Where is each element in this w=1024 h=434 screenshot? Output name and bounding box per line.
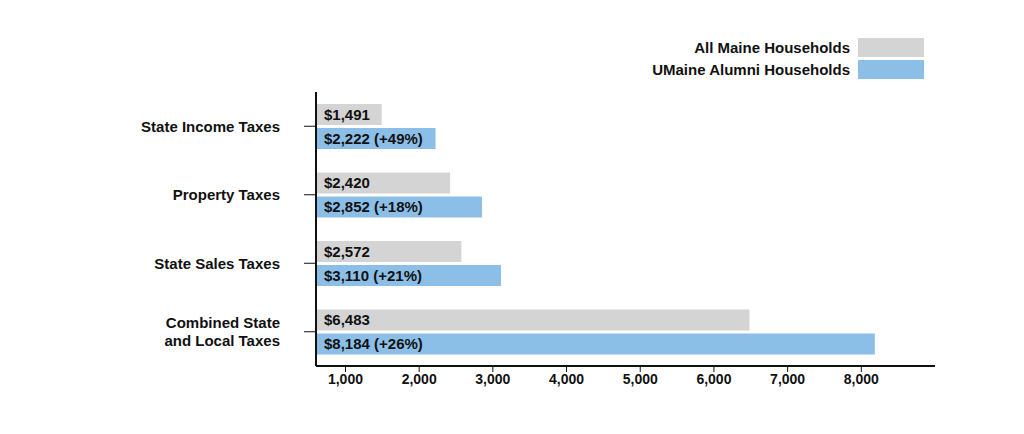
- html-text:UMaine Alumni Households: UMaine Alumni Households: [652, 60, 850, 78]
- svg-text:$2,420: $2,420: [324, 174, 370, 191]
- svg-text:State Income Taxes: State Income Taxes: [141, 118, 280, 135]
- svg-text:$3,110 (+21%): $3,110 (+21%): [324, 267, 422, 284]
- svg-text:$2,852 (+18%): $2,852 (+18%): [324, 198, 423, 215]
- svg-text:2,000: 2,000: [402, 371, 437, 387]
- svg-text:4,000: 4,000: [549, 371, 584, 387]
- svg-text:8,000: 8,000: [844, 371, 879, 387]
- svg-text:5,000: 5,000: [623, 371, 658, 387]
- svg-text:State Sales Taxes: State Sales Taxes: [154, 255, 280, 272]
- svg-text:3,000: 3,000: [475, 371, 510, 387]
- svg-text:7,000: 7,000: [770, 371, 805, 387]
- html-text:All Maine Households: All Maine Households: [694, 38, 850, 56]
- svg-text:$8,184 (+26%): $8,184 (+26%): [324, 335, 423, 352]
- svg-text:6,000: 6,000: [696, 371, 731, 387]
- svg-text:Property Taxes: Property Taxes: [173, 186, 280, 203]
- svg-text:$2,222 (+49%): $2,222 (+49%): [324, 130, 423, 147]
- svg-text:$2,572: $2,572: [324, 243, 370, 260]
- svg-text:Combined Stateand Local Taxes: Combined Stateand Local Taxes: [164, 314, 280, 349]
- svg-text:$1,491: $1,491: [324, 106, 370, 123]
- svg-text:$6,483: $6,483: [324, 311, 370, 328]
- svg-text:1,000: 1,000: [328, 371, 363, 387]
